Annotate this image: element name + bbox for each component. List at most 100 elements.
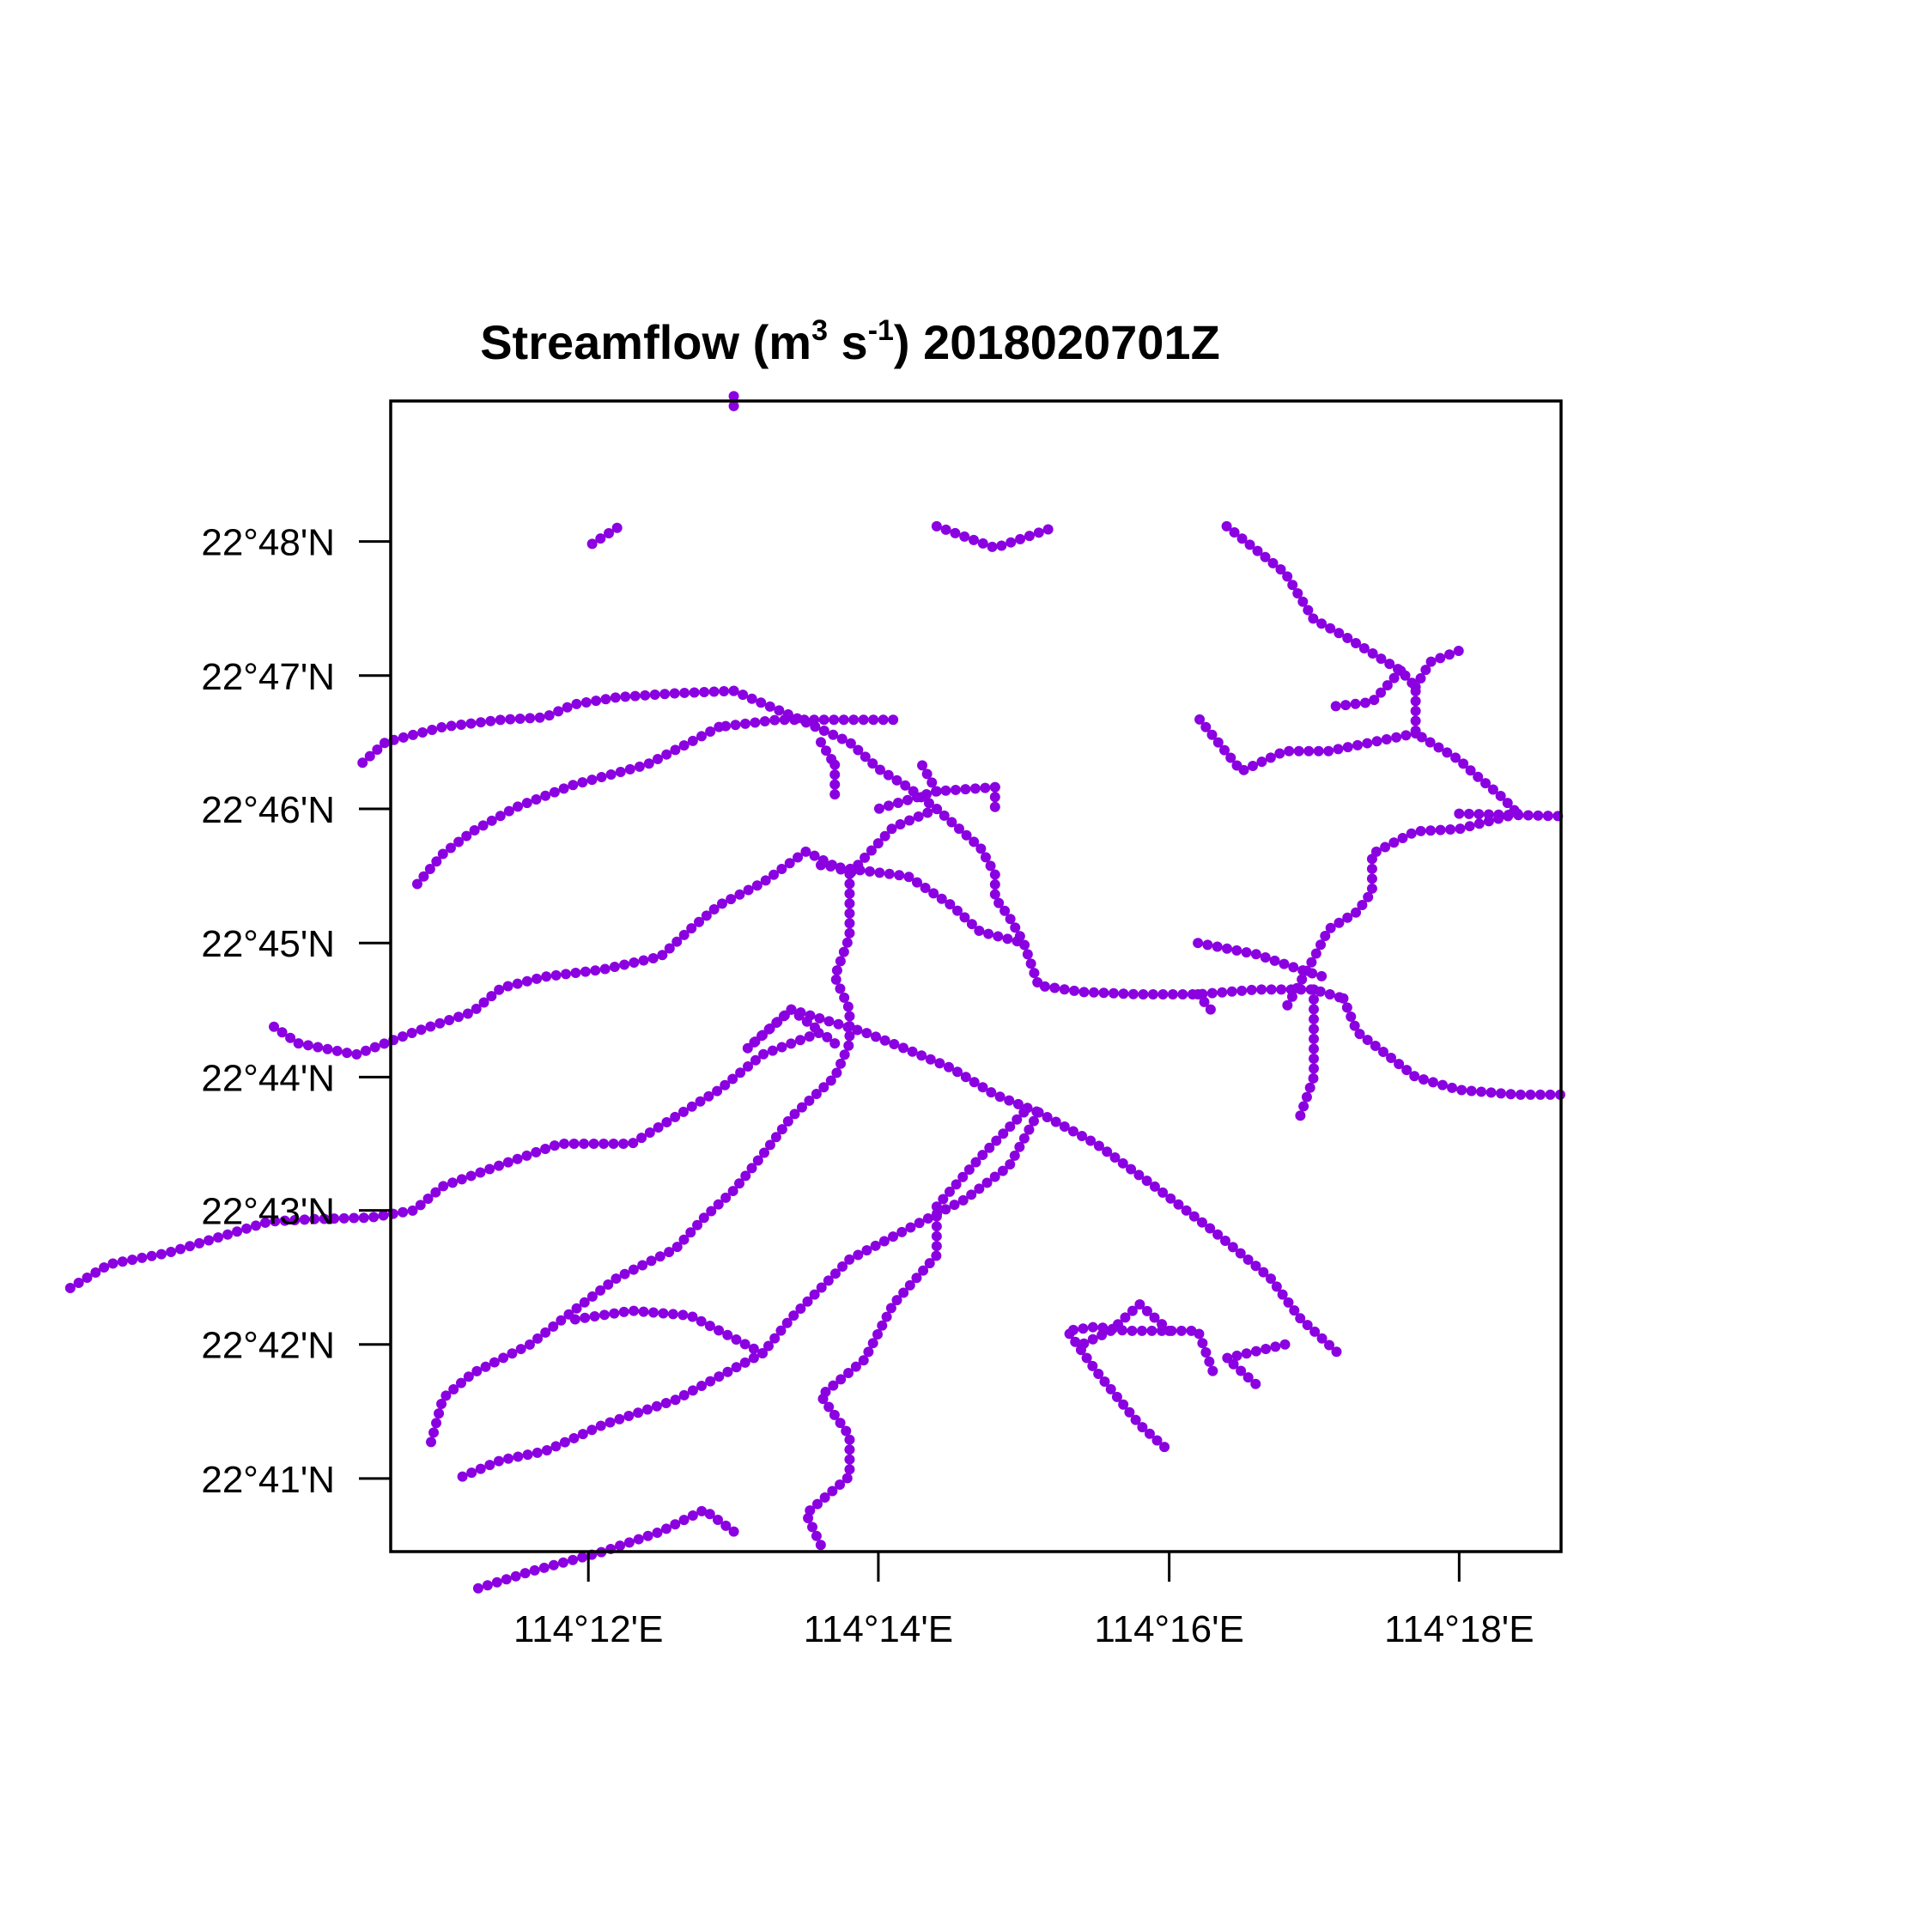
stream-point xyxy=(657,950,668,961)
stream-point xyxy=(1197,1338,1208,1349)
stream-point xyxy=(577,1552,588,1563)
stream-point xyxy=(931,1221,942,1232)
stream-point xyxy=(1316,1333,1327,1344)
stream-point xyxy=(1370,1041,1381,1052)
stream-point xyxy=(577,1429,588,1440)
stream-point xyxy=(770,1132,781,1143)
stream-point xyxy=(494,1160,505,1171)
stream-point xyxy=(1015,533,1026,544)
stream-point xyxy=(720,1520,732,1531)
stream-point xyxy=(696,1505,708,1516)
stream-point xyxy=(841,1473,853,1484)
stream-point xyxy=(611,522,623,533)
stream-point xyxy=(1018,1107,1030,1118)
stream-point xyxy=(1465,765,1476,776)
stream-point xyxy=(1136,1325,1147,1336)
stream-point xyxy=(477,820,489,831)
stream-point xyxy=(1425,656,1437,667)
stream-point xyxy=(486,991,497,1002)
stream-point xyxy=(989,801,1000,812)
stream-point xyxy=(549,787,560,798)
stream-point xyxy=(1087,1321,1098,1333)
stream-point xyxy=(1212,737,1224,748)
x-tick-label: 114°18'E xyxy=(1384,1608,1534,1650)
stream-segment xyxy=(728,391,739,411)
stream-point xyxy=(1301,1091,1312,1103)
stream-point xyxy=(1308,1053,1319,1064)
stream-point xyxy=(1363,891,1374,902)
stream-point xyxy=(434,1018,446,1029)
stream-point xyxy=(457,1471,468,1482)
stream-point xyxy=(844,868,855,879)
stream-point xyxy=(491,1577,502,1588)
stream-segment xyxy=(1282,808,1523,1011)
stream-point xyxy=(1193,938,1204,949)
stream-point xyxy=(398,1206,409,1218)
stream-point xyxy=(329,1213,340,1224)
stream-point xyxy=(1005,1158,1016,1170)
stream-point xyxy=(701,910,712,921)
stream-point xyxy=(835,983,846,994)
stream-point xyxy=(222,1229,234,1240)
stream-point xyxy=(874,764,885,775)
y-axis: 22°48'N 22°47'N 22°46'N 22°45'N 22°44'N 22°43… xyxy=(201,522,391,1501)
stream-point xyxy=(1505,1089,1516,1100)
stream-point xyxy=(772,1017,783,1028)
stream-point xyxy=(1464,821,1475,832)
stream-point xyxy=(620,691,631,702)
stream-point xyxy=(463,1371,474,1382)
stream-point xyxy=(436,1399,447,1410)
stream-point xyxy=(870,1240,881,1251)
stream-point xyxy=(521,975,532,987)
stream-point xyxy=(1533,810,1544,821)
stream-point xyxy=(398,732,409,743)
stream-point xyxy=(940,1204,951,1215)
y-tick-label: 22°41'N xyxy=(201,1459,335,1501)
stream-point xyxy=(484,1460,495,1471)
stream-point xyxy=(1395,665,1406,677)
stream-point xyxy=(1316,970,1327,981)
stream-point xyxy=(213,1232,224,1243)
stream-point xyxy=(1442,747,1453,758)
stream-point xyxy=(838,714,849,726)
stream-point xyxy=(1067,1126,1078,1137)
stream-point xyxy=(1435,824,1446,835)
stream-point xyxy=(918,1265,929,1276)
stream-point xyxy=(1236,985,1248,996)
stream-point xyxy=(1242,1372,1254,1383)
stream-point xyxy=(879,830,890,841)
stream-point xyxy=(1256,984,1267,995)
stream-point xyxy=(931,1230,942,1242)
stream-point xyxy=(696,1315,707,1327)
stream-point xyxy=(503,1453,514,1464)
stream-point xyxy=(931,1211,942,1222)
stream-point xyxy=(827,1485,838,1497)
stream-point xyxy=(844,1030,855,1042)
stream-point xyxy=(788,1310,799,1321)
stream-point xyxy=(1295,1313,1306,1324)
stream-point xyxy=(1410,681,1421,692)
stream-point xyxy=(1181,1205,1192,1216)
stream-point xyxy=(1330,701,1341,712)
stream-point xyxy=(920,882,931,893)
stream-point xyxy=(1078,1338,1090,1349)
stream-segment xyxy=(762,1107,1044,1352)
stream-point xyxy=(703,1091,714,1102)
stream-point xyxy=(687,1385,698,1396)
stream-point xyxy=(503,805,514,817)
stream-point xyxy=(844,908,855,919)
stream-point xyxy=(1252,545,1263,556)
stream-point xyxy=(1024,1124,1035,1135)
stream-point xyxy=(907,1046,918,1057)
stream-point xyxy=(638,955,649,966)
stream-point xyxy=(767,1045,778,1056)
stream-point xyxy=(1295,1110,1306,1121)
stream-point xyxy=(1476,1086,1487,1097)
stream-segment xyxy=(803,1107,1030,1551)
stream-point xyxy=(1042,1112,1053,1123)
stream-point xyxy=(568,1554,579,1565)
stream-point xyxy=(750,1036,761,1048)
stream-point xyxy=(748,1343,759,1354)
stream-point xyxy=(364,750,375,762)
stream-point xyxy=(868,714,879,726)
